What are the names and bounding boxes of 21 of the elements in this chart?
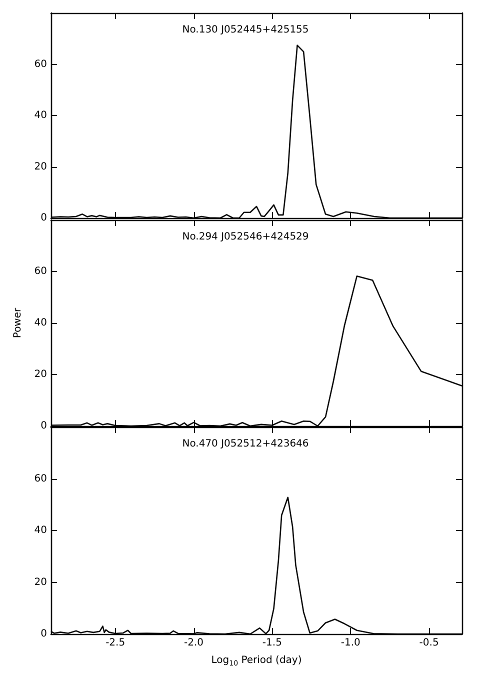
y-axis-title: Power [12,306,24,338]
x-tick-label: -2.5 [106,638,126,648]
y-tick-label: 0 [40,420,47,432]
text: No.294 J052546+424529 [182,232,309,242]
x-tick-label: -1.5 [262,638,282,648]
y-tick-label: 60 [34,58,47,70]
y-tick-label: 60 [34,473,47,484]
y-tick-label: 0 [40,212,47,224]
x-tick-label: -0.5 [419,638,439,648]
y-tick-label: 40 [34,318,47,328]
x-tick-label: -1.0 [340,638,360,648]
y-tick-label: 40 [34,525,47,536]
text: No.130 J052445+425155 [182,24,309,36]
y-tick-label: 20 [34,369,47,380]
y-tick-label: 20 [34,576,47,588]
y-tick-label: 0 [40,628,47,640]
y-tick-label: 20 [34,161,47,172]
x-tick-label: -2.0 [184,638,204,648]
y-tick-label: 60 [34,266,47,277]
text: No.470 J052512+423646 [182,438,309,450]
y-tick-label: 40 [34,110,47,121]
